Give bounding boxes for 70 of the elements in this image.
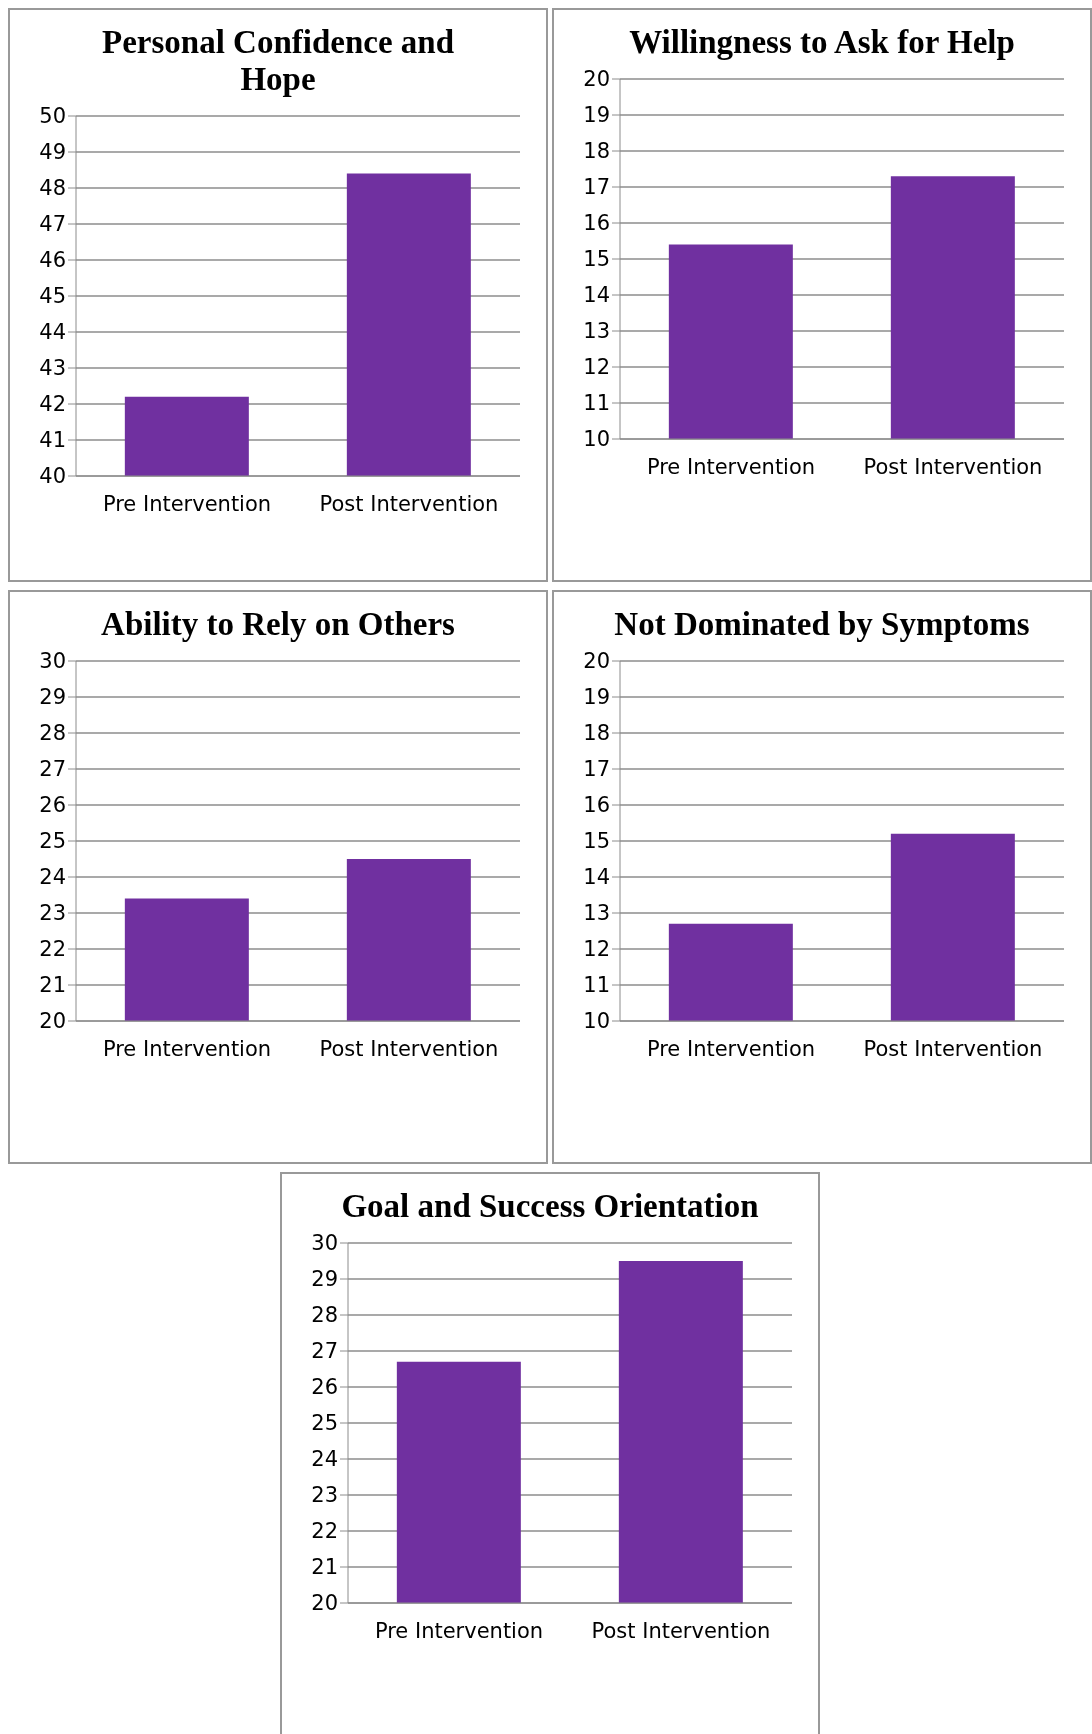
x-tick-label: Pre Intervention [102, 1036, 272, 1061]
x-tick-label: Pre Intervention [374, 1618, 544, 1643]
y-tick-label: 24 [311, 1447, 338, 1472]
y-tick-label: 28 [311, 1303, 338, 1328]
y-tick-label: 13 [583, 319, 610, 344]
y-tick-label: 18 [583, 721, 610, 746]
y-tick-label: 11 [583, 391, 610, 416]
y-tick-label: 43 [39, 356, 66, 381]
y-tick-label: 16 [583, 793, 610, 818]
x-tick-label: Pre Intervention [646, 1036, 816, 1061]
y-tick-label: 47 [39, 212, 66, 237]
y-tick-label: 41 [39, 428, 66, 453]
y-tick-label: 42 [39, 392, 66, 417]
x-tick-label: Pre Intervention [646, 454, 816, 479]
y-tick-label: 15 [583, 247, 610, 272]
y-tick-label: 12 [583, 355, 610, 380]
y-tick-label: 12 [583, 937, 610, 962]
y-tick-label: 21 [39, 973, 66, 998]
y-tick-label: 25 [311, 1411, 338, 1436]
x-tick-label: Post Intervention [591, 1618, 771, 1643]
y-tick-label: 22 [311, 1519, 338, 1544]
y-tick-label: 23 [39, 901, 66, 926]
y-tick-label: 48 [39, 176, 66, 201]
y-tick-label: 30 [39, 649, 66, 674]
y-tick-label: 44 [39, 320, 66, 345]
chart-title: Ability to Rely on Others [100, 606, 456, 643]
chart-title: Personal Confidence and Hope [101, 24, 455, 98]
y-tick-label: 20 [583, 67, 610, 92]
y-tick-label: 27 [311, 1339, 338, 1364]
y-tick-label: 20 [39, 1009, 66, 1034]
y-tick-label: 28 [39, 721, 66, 746]
chart-title: Willingness to Ask for Help [628, 24, 1016, 61]
y-tick-label: 16 [583, 211, 610, 236]
y-tick-label: 20 [311, 1591, 338, 1616]
y-tick-label: 29 [39, 685, 66, 710]
y-tick-label: 14 [583, 283, 610, 308]
y-tick-label: 25 [39, 829, 66, 854]
y-tick-label: 17 [583, 757, 610, 782]
y-tick-label: 11 [583, 973, 610, 998]
y-tick-label: 19 [583, 103, 610, 128]
y-tick-label: 27 [39, 757, 66, 782]
y-tick-label: 49 [39, 140, 66, 165]
y-tick-label: 26 [311, 1375, 338, 1400]
y-tick-label: 23 [311, 1483, 338, 1508]
y-tick-label: 19 [583, 685, 610, 710]
y-tick-label: 18 [583, 139, 610, 164]
y-tick-label: 20 [583, 649, 610, 674]
y-tick-label: 30 [311, 1231, 338, 1256]
y-tick-label: 17 [583, 175, 610, 200]
y-tick-label: 13 [583, 901, 610, 926]
y-tick-label: 40 [39, 464, 66, 489]
y-tick-label: 24 [39, 865, 66, 890]
chart-title: Goal and Success Orientation [340, 1188, 760, 1225]
x-tick-label: Post Intervention [863, 454, 1043, 479]
x-tick-label: Post Intervention [319, 1036, 499, 1061]
x-tick-label: Post Intervention [319, 491, 499, 516]
y-tick-label: 21 [311, 1555, 338, 1580]
y-tick-label: 15 [583, 829, 610, 854]
y-tick-label: 46 [39, 248, 66, 273]
y-tick-label: 22 [39, 937, 66, 962]
y-tick-label: 45 [39, 284, 66, 309]
y-tick-label: 10 [583, 1009, 610, 1034]
x-tick-label: Pre Intervention [102, 491, 272, 516]
x-tick-label: Post Intervention [863, 1036, 1043, 1061]
y-tick-label: 29 [311, 1267, 338, 1292]
chart-title: Not Dominated by Symptoms [613, 606, 1031, 643]
y-tick-label: 26 [39, 793, 66, 818]
y-tick-label: 14 [583, 865, 610, 890]
y-tick-label: 50 [39, 104, 66, 129]
y-tick-label: 10 [583, 427, 610, 452]
